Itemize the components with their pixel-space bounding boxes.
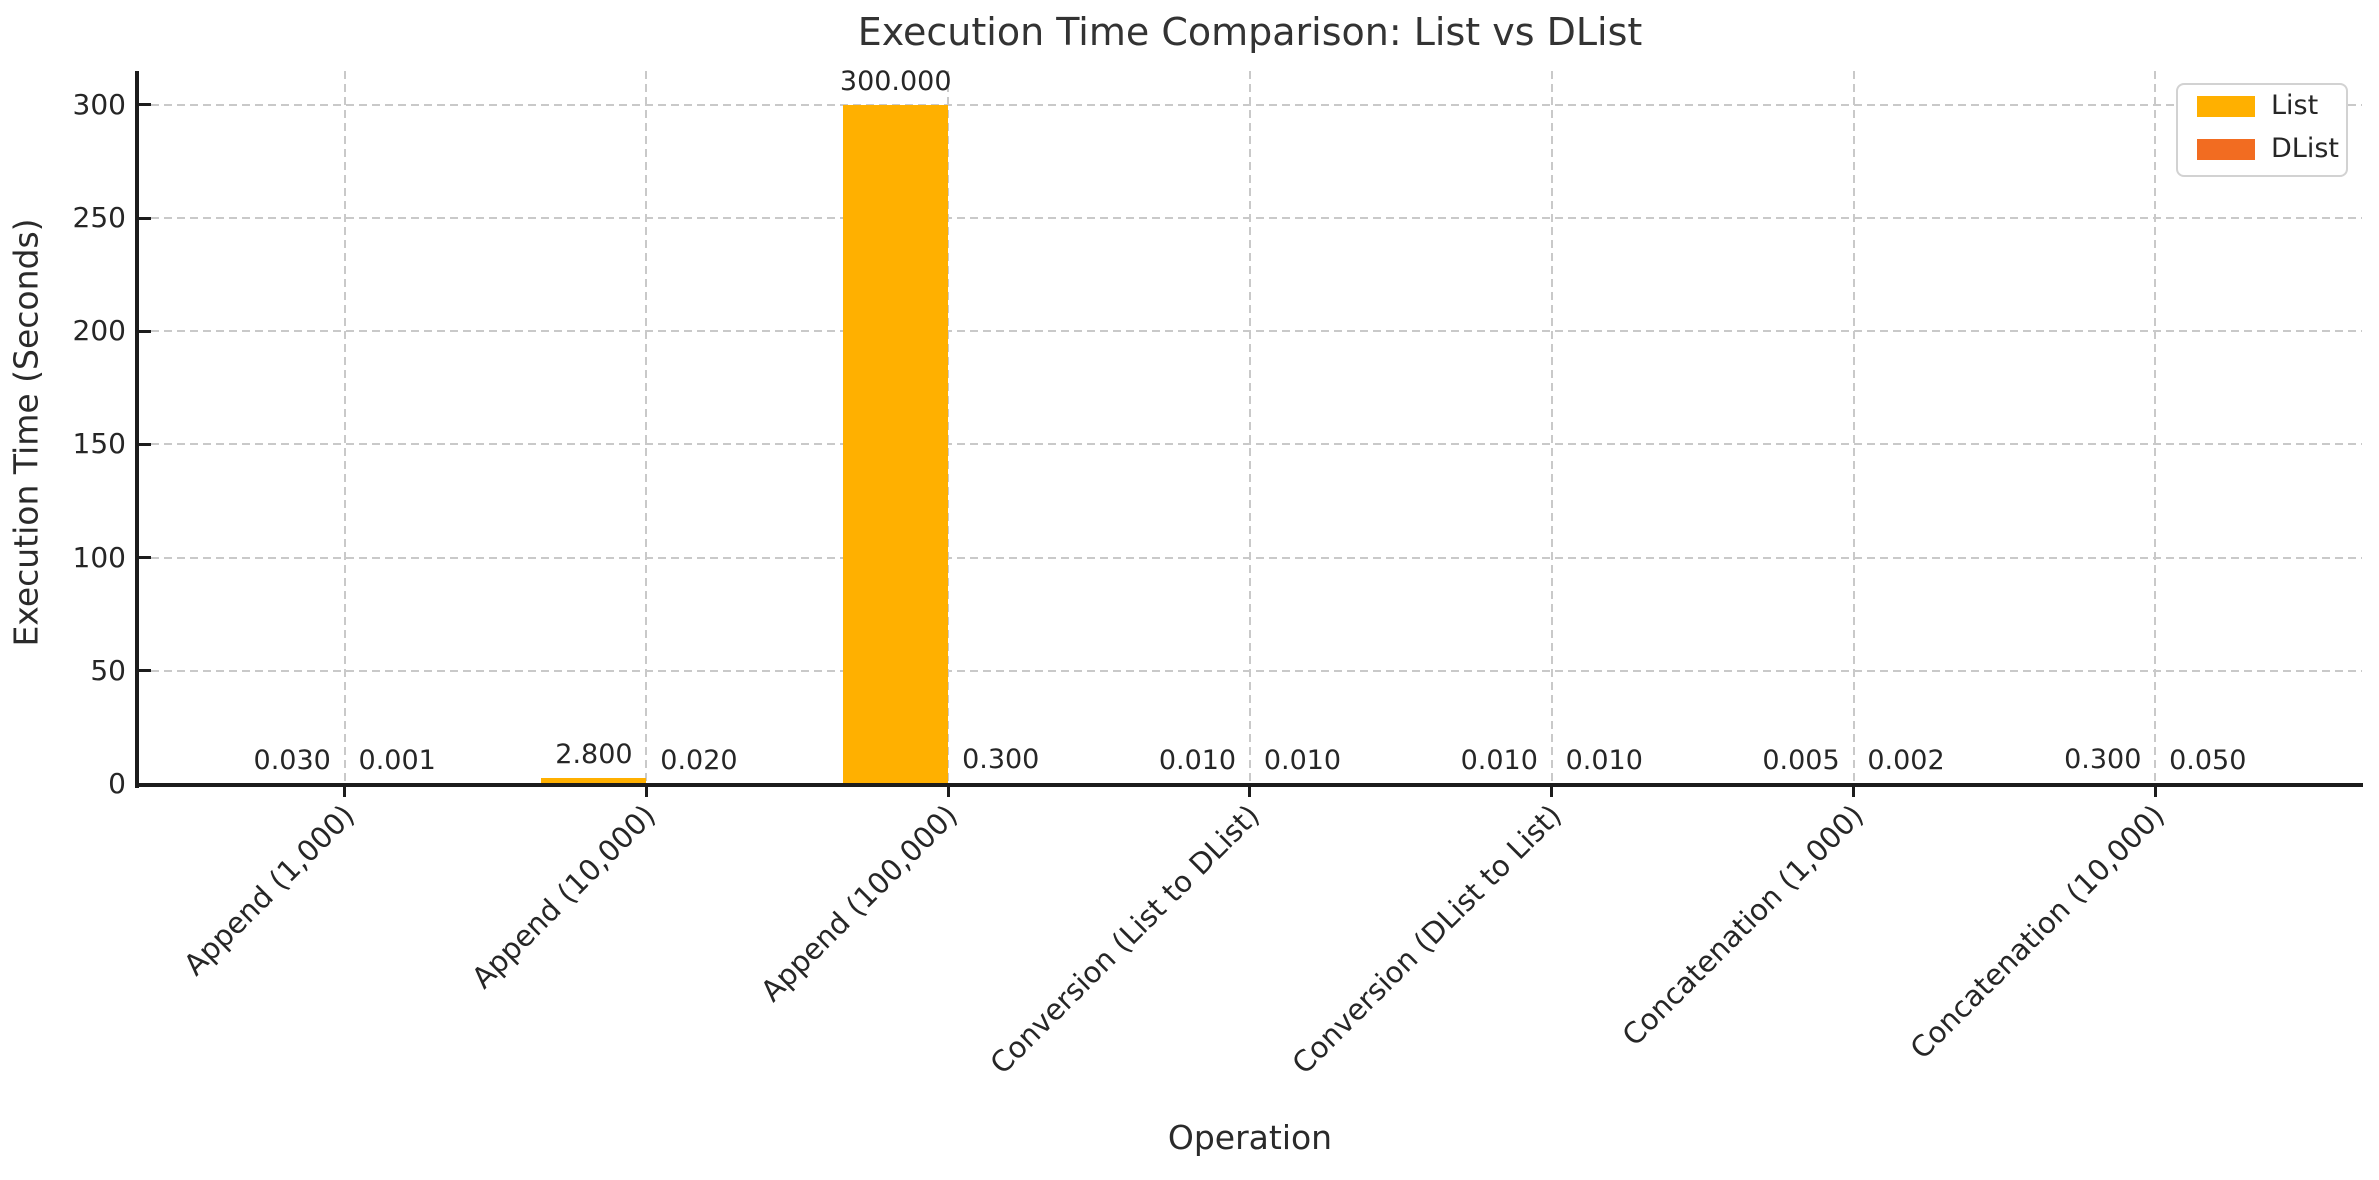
bar-value-label: 2.800 <box>555 738 633 770</box>
y-tick-label: 100 <box>72 540 126 574</box>
bar-list <box>541 777 647 784</box>
y-tick <box>138 669 151 673</box>
x-tick-label: Append (1,000) <box>176 798 361 982</box>
v-gridline <box>645 71 648 784</box>
v-gridline <box>1852 71 1855 784</box>
v-gridline <box>1550 71 1553 784</box>
x-tick <box>343 784 347 797</box>
x-tick <box>644 784 648 797</box>
bar-value-label: 0.010 <box>1263 744 1342 776</box>
x-tick <box>1852 784 1855 797</box>
bar-value-label: 0.010 <box>1460 744 1538 776</box>
bar-value-label: 0.005 <box>1762 744 1840 776</box>
legend-item-dlist: DList <box>2178 128 2346 170</box>
bar-value-label: 0.050 <box>2169 744 2247 776</box>
bar-value-label: 0.030 <box>253 744 331 776</box>
x-tick <box>1550 784 1554 797</box>
bar-value-label: 0.300 <box>2064 744 2142 776</box>
legend-label: List <box>2271 90 2319 121</box>
bar-value-label: 0.002 <box>1867 744 1945 776</box>
legend: List DList <box>2176 83 2348 177</box>
bar-value-label: 300.000 <box>839 65 952 97</box>
v-gridline <box>2154 71 2157 784</box>
x-tick <box>1248 784 1252 797</box>
y-tick <box>138 216 151 220</box>
y-tick-label: 50 <box>90 653 126 687</box>
x-axis-spine <box>135 783 2363 787</box>
legend-label: DList <box>2271 133 2339 164</box>
bar-value-label: 0.001 <box>358 744 436 776</box>
y-tick-label: 250 <box>72 201 126 235</box>
v-gridline <box>343 71 346 784</box>
y-axis-spine <box>135 71 139 788</box>
v-gridline <box>947 71 950 784</box>
bar-value-label: 0.010 <box>1158 744 1237 776</box>
y-tick-label: 200 <box>72 314 126 348</box>
bar-value-label: 0.300 <box>962 744 1040 776</box>
y-tick <box>138 556 151 560</box>
x-tick <box>2153 784 2157 797</box>
legend-item-list: List <box>2178 85 2346 127</box>
bar-value-label: 0.020 <box>660 744 738 776</box>
y-tick <box>138 103 151 107</box>
y-tick-label: 300 <box>72 87 126 121</box>
x-axis-label: Operation <box>1167 1118 1333 1157</box>
v-gridline <box>1248 71 1251 784</box>
legend-swatch-list <box>2197 96 2255 117</box>
bar-list <box>843 104 949 784</box>
x-tick-label: Append (10,000) <box>465 798 663 996</box>
y-tick-label: 0 <box>108 767 126 800</box>
legend-swatch-dlist <box>2197 139 2255 160</box>
bar-value-label: 0.010 <box>1565 744 1643 776</box>
y-tick <box>138 329 151 333</box>
chart-title: Execution Time Comparison: List vs DList <box>857 10 1643 54</box>
y-tick-label: 150 <box>72 427 126 461</box>
y-tick <box>138 442 151 446</box>
x-tick <box>946 784 950 797</box>
x-tick-label: Concatenation (10,000) <box>1903 798 2172 1066</box>
y-axis-label: Execution Time (Seconds) <box>6 218 46 647</box>
